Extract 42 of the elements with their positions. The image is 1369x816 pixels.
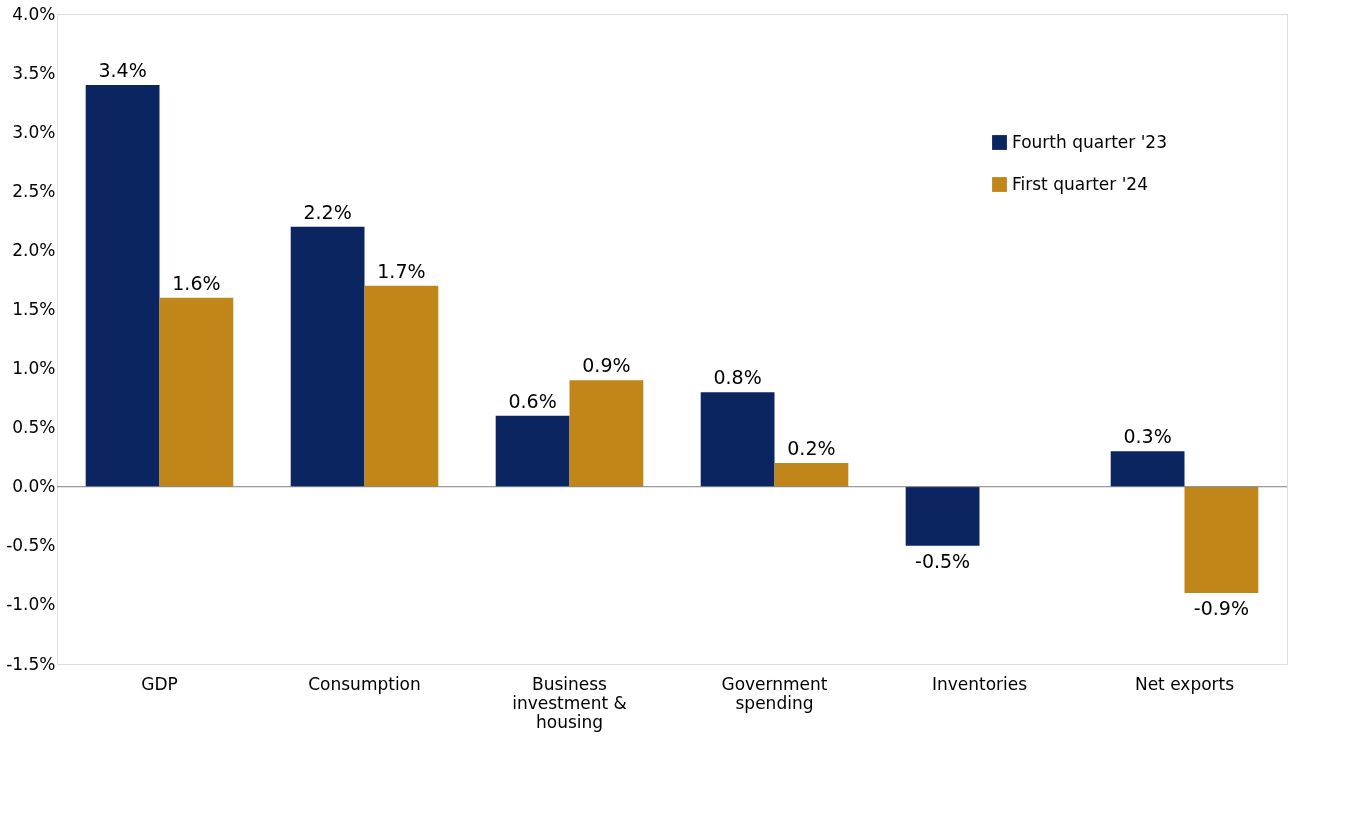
data-label: -0.5% bbox=[915, 549, 971, 572]
bar bbox=[364, 285, 439, 487]
y-tick-label: -1.5% bbox=[6, 653, 56, 674]
bar bbox=[905, 486, 980, 546]
y-tick-label: 0.5% bbox=[12, 417, 56, 438]
data-label: 3.4% bbox=[98, 58, 147, 81]
y-tick-label: -1.0% bbox=[6, 594, 56, 615]
legend-label: First quarter '24 bbox=[1012, 173, 1148, 194]
y-tick-label: 3.5% bbox=[12, 62, 56, 83]
data-label: 0.6% bbox=[508, 389, 557, 412]
bar bbox=[159, 297, 234, 487]
bar bbox=[700, 392, 775, 487]
y-tick-label: 1.0% bbox=[12, 358, 56, 379]
data-label: 0.2% bbox=[787, 437, 836, 460]
y-tick-label: 1.5% bbox=[12, 298, 56, 319]
bar bbox=[569, 380, 644, 487]
legend-label: Fourth quarter '23 bbox=[1012, 131, 1167, 152]
data-label: 1.6% bbox=[172, 271, 221, 294]
bar bbox=[85, 84, 160, 487]
bar bbox=[1110, 451, 1185, 487]
y-tick-label: 2.0% bbox=[12, 239, 56, 260]
y-tick-label: -0.5% bbox=[6, 535, 56, 556]
x-tick-label: Inventories bbox=[931, 673, 1028, 694]
bar bbox=[495, 415, 570, 487]
y-tick-label: 2.5% bbox=[12, 180, 56, 201]
x-tick-label: Government spending bbox=[721, 673, 828, 713]
data-label: 2.2% bbox=[303, 200, 352, 223]
x-tick-label: Business investment & housing bbox=[512, 673, 627, 732]
bar bbox=[774, 463, 849, 487]
data-label: 0.3% bbox=[1123, 425, 1172, 448]
y-tick-label: 0.0% bbox=[12, 476, 56, 497]
bar bbox=[1184, 486, 1259, 594]
bar bbox=[290, 226, 365, 487]
y-tick-label: 3.0% bbox=[12, 121, 56, 142]
x-tick-label: Net exports bbox=[1134, 673, 1235, 694]
data-label: 0.8% bbox=[713, 366, 762, 389]
x-tick-label: GDP bbox=[141, 673, 178, 694]
x-tick-label: Consumption bbox=[308, 673, 421, 694]
data-label: 1.7% bbox=[377, 259, 426, 282]
data-label: 0.9% bbox=[582, 354, 631, 377]
data-label: -0.9% bbox=[1193, 597, 1249, 620]
y-tick-label: 4.0% bbox=[12, 3, 56, 24]
